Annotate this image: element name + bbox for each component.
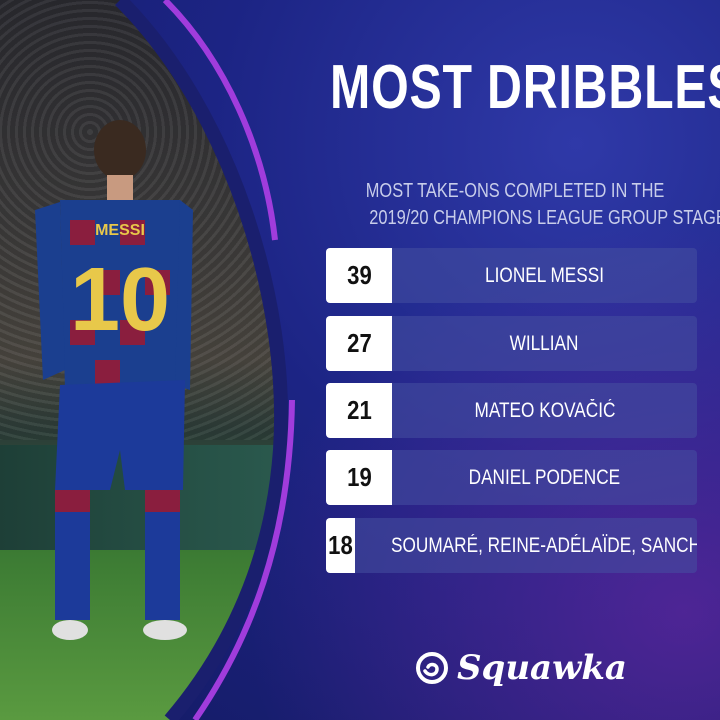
name-text: LIONEL MESSI	[484, 263, 604, 287]
player-figure: MESSI 10	[25, 120, 195, 650]
squawka-logo-icon	[416, 652, 448, 684]
value-text: 27	[346, 328, 372, 358]
name-text: MATEO KOVAČIĆ	[474, 398, 615, 422]
subtitle: MOST TAKE-ONS COMPLETED IN THE 2019/20 C…	[330, 178, 720, 232]
squawka-logo: Squawka	[415, 648, 627, 688]
name-text: SOUMARÉ, REINE-ADÉLAÏDE, SANCHO,	[390, 533, 697, 557]
subtitle-line: 2019/20 CHAMPIONS LEAGUE GROUP STAGE	[369, 207, 720, 229]
player-name: DANIEL PODENCE	[392, 450, 697, 505]
name-text: DANIEL PODENCE	[468, 465, 621, 489]
table-row: 18 SOUMARÉ, REINE-ADÉLAÏDE, SANCHO,	[326, 518, 697, 573]
table-row: 21 MATEO KOVAČIĆ	[326, 383, 697, 438]
brand-name: Squawka	[457, 648, 627, 688]
player-name: LIONEL MESSI	[392, 248, 697, 303]
player-name: SOUMARÉ, REINE-ADÉLAÏDE, SANCHO,	[354, 518, 697, 573]
page-title: MOST DRIBBLES	[330, 53, 720, 122]
table-row: 19 DANIEL PODENCE	[326, 450, 697, 505]
take-ons-value: 21	[326, 383, 392, 438]
take-ons-value: 39	[326, 248, 392, 303]
take-ons-value: 18	[326, 518, 355, 573]
value-text: 18	[328, 530, 353, 560]
shirt-name: MESSI	[95, 222, 145, 239]
table-row: 27 WILLIAN	[326, 316, 697, 371]
take-ons-value: 19	[326, 450, 392, 505]
value-text: 19	[346, 462, 372, 492]
player-name: MATEO KOVAČIĆ	[392, 383, 697, 438]
subtitle-line: MOST TAKE-ONS COMPLETED IN THE	[365, 180, 665, 202]
table-row: 39 LIONEL MESSI	[326, 248, 697, 303]
value-text: 21	[346, 395, 372, 425]
player-name: WILLIAN	[392, 316, 697, 371]
name-text: WILLIAN	[510, 331, 579, 355]
value-text: 39	[346, 260, 372, 290]
shirt-number: 10	[70, 250, 170, 350]
take-ons-value: 27	[326, 316, 392, 371]
